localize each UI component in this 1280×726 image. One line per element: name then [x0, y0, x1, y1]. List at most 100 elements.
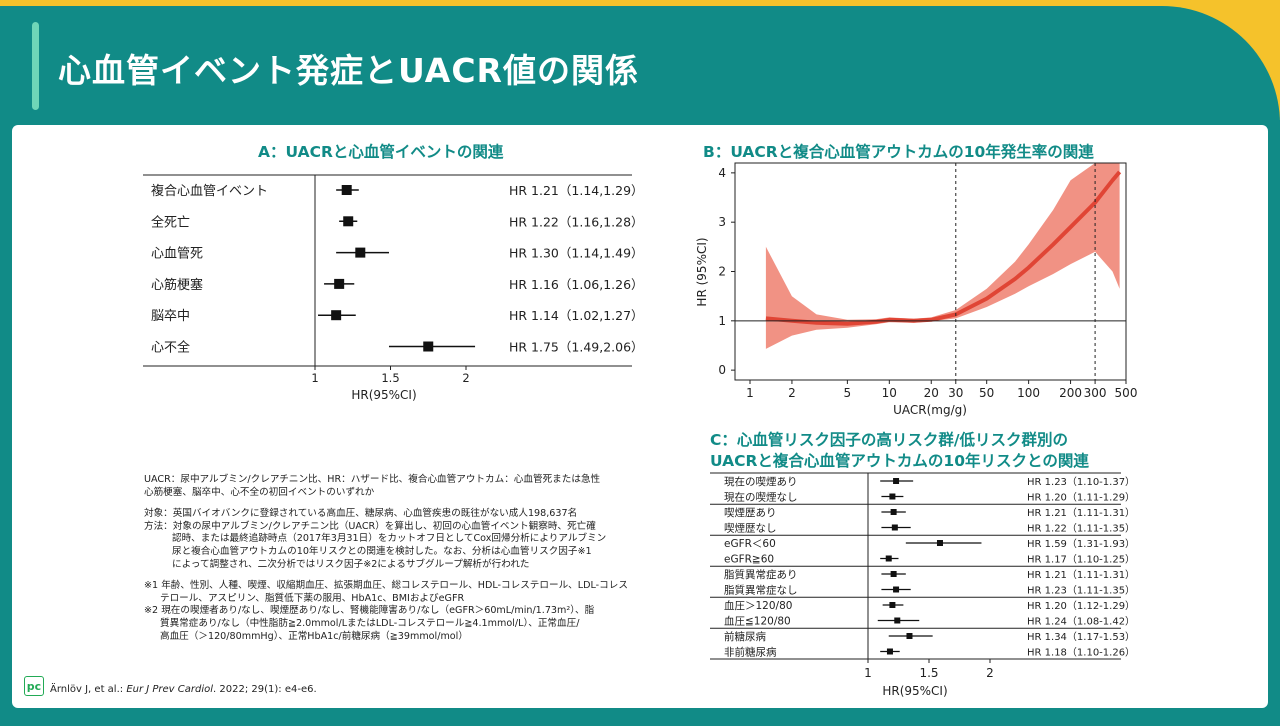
- hr-point: [890, 509, 897, 515]
- note-subject: 対象：英国バイオバンクに登録されている高血圧、糖尿病、心血管疾患の既往がない成人…: [144, 508, 578, 520]
- hr-point: [889, 493, 896, 500]
- row-label: 前糖尿病: [724, 630, 766, 643]
- hr-point: [893, 586, 900, 593]
- row-label: 脳卒中: [151, 309, 190, 324]
- hr-text: HR 1.24（1.08-1.42）: [1027, 616, 1135, 628]
- row-label: 血圧＞120/80: [724, 599, 792, 612]
- note-method-2: 認時、または最終追跡時点（2017年3月31日）をカットオフ日としてCox回帰分…: [172, 533, 607, 545]
- hr-text: HR 1.22（1.11-1.35）: [1027, 523, 1135, 535]
- x-tick-label: 500: [1115, 386, 1138, 400]
- note-abbrev-1: UACR：尿中アルブミン/クレアチニン比、HR：ハザード比、複合心血管アウトカム…: [144, 474, 601, 485]
- row-label: 喫煙歴あり: [724, 507, 777, 519]
- row-label: 心不全: [151, 340, 190, 356]
- x-axis-label: HR(95%CI): [882, 684, 947, 698]
- hr-text: HR 1.21（1.14,1.29）: [509, 183, 644, 198]
- hr-text: HR 1.17（1.10-1.25）: [1027, 554, 1135, 566]
- hr-text: HR 1.30（1.14,1.49）: [509, 246, 644, 261]
- hr-text: HR 1.18（1.10-1.26）: [1027, 647, 1135, 659]
- x-tick-label: 100: [1017, 386, 1040, 400]
- row-label: 複合心血管イベント: [151, 183, 268, 199]
- row-label: 心筋梗塞: [151, 277, 203, 293]
- hr-point: [893, 478, 900, 484]
- hr-point: [334, 278, 345, 289]
- y-tick-label: 2: [718, 265, 726, 279]
- note-footnote-1b: テロール、アスピリン、脂質低下薬の服用、HbA1c、BMIおよびeGFR: [160, 592, 465, 604]
- hr-text: HR 1.59（1.31-1.93）: [1027, 538, 1135, 550]
- row-label: 非前糖尿病: [724, 646, 777, 659]
- y-tick-label: 3: [718, 215, 726, 229]
- hr-point: [885, 555, 892, 562]
- reference-detail: . 2022; 29(1): e4-e6.: [213, 684, 317, 695]
- reference-authors: Ärnlöv J, et al.:: [50, 684, 127, 695]
- note-footnote-1a: ※1 年齢、性別、人種、喫煙、収縮期血圧、拡張期血圧、総コレステロール、HDL-…: [144, 580, 628, 592]
- x-tick-label: 300: [1084, 386, 1107, 400]
- hr-point: [331, 310, 342, 321]
- x-tick-label: 1: [864, 666, 872, 680]
- x-tick-label: 50: [979, 386, 994, 400]
- x-tick-label: 1.5: [919, 666, 938, 680]
- hr-point: [894, 617, 901, 624]
- hr-text: HR 1.20（1.11-1.29）: [1027, 492, 1135, 504]
- row-label: 全死亡: [151, 214, 190, 230]
- hr-point: [355, 247, 366, 258]
- x-axis-label: UACR(mg/g): [893, 403, 967, 417]
- x-tick-label: 2: [788, 386, 796, 400]
- hr-text: HR 1.20（1.12-1.29）: [1027, 600, 1135, 612]
- x-tick-label: 1: [746, 386, 754, 400]
- reference-journal: Eur J Prev Cardiol: [126, 684, 214, 695]
- y-tick-label: 1: [718, 314, 726, 328]
- y-axis-label: HR (95%CI): [695, 237, 709, 306]
- x-tick-label: 1.5: [381, 371, 399, 385]
- note-footnote-2c: 高血圧（＞120/80mmHg）、正常HbA1c/前糖尿病（≧39mmol/mo…: [160, 630, 468, 642]
- hr-text: HR 1.22（1.16,1.28）: [509, 214, 644, 229]
- note-abbrev-2: 心筋梗塞、脳卒中、心不全の初回イベントのいずれか: [144, 486, 375, 498]
- x-tick-label: 2: [462, 371, 469, 385]
- hr-text: HR 1.34（1.17-1.53）: [1027, 631, 1135, 643]
- hr-text: HR 1.21（1.11-1.31）: [1027, 569, 1135, 581]
- note-footnote-2b: 質異常症あり/なし（中性脂肪≧2.0mmol/LまたはLDL-コレステロール≧4…: [160, 617, 580, 629]
- row-label: eGFR＜60: [724, 538, 776, 550]
- row-label: 脂質異常症なし: [724, 584, 798, 597]
- x-axis-label: HR(95%CI): [351, 388, 416, 402]
- hr-point: [423, 341, 434, 352]
- hr-text: HR 1.23（1.10-1.37）: [1027, 476, 1135, 488]
- panel-c-title-line2: UACRと複合心血管アウトカムの10年リスクとの関連: [710, 452, 1089, 470]
- row-label: 心血管死: [151, 247, 203, 262]
- publisher-logo: pc: [24, 676, 44, 696]
- note-method-1: 方法：対象の尿中アルブミン/クレアチニン比（UACR）を算出し、初回の心血管イベ…: [144, 520, 596, 532]
- row-label: 脂質異常症あり: [724, 568, 798, 581]
- ci-band: [765, 163, 1120, 349]
- hr-point: [889, 602, 896, 608]
- panel-a-title: A：UACRと心血管イベントの関連: [258, 143, 504, 161]
- note-method-4: によって調整され、二次分析ではリスク因子※2によるサブグループ解析が行われた: [172, 558, 530, 570]
- x-tick-label: 1: [311, 371, 318, 385]
- y-tick-label: 0: [718, 363, 726, 377]
- hr-text: HR 1.75（1.49,2.06）: [509, 340, 644, 355]
- hr-point: [906, 633, 913, 639]
- y-tick-label: 4: [718, 166, 726, 180]
- title-accent-bar: [32, 22, 39, 110]
- hr-text: HR 1.14（1.02,1.27）: [509, 308, 644, 323]
- x-tick-label: 2: [986, 666, 994, 680]
- note-footnote-2a: ※2 現在の喫煙者あり/なし、喫煙歴あり/なし、腎機能障害あり/なし（eGFR＞…: [144, 605, 595, 617]
- row-label: 血圧≦120/80: [724, 615, 791, 628]
- x-tick-label: 20: [924, 386, 939, 400]
- hr-point: [936, 540, 943, 546]
- slide-title: 心血管イベント発症とUACR値の関係: [58, 51, 639, 90]
- row-label: 現在の喫煙なし: [724, 492, 798, 504]
- x-tick-label: 10: [882, 386, 897, 400]
- hr-text: HR 1.23（1.11-1.35）: [1027, 585, 1135, 597]
- hr-point: [341, 185, 352, 195]
- top-accent-bar: [0, 0, 1280, 6]
- panel-b-title: B：UACRと複合心血管アウトカムの10年発生率の関連: [703, 143, 1094, 161]
- notes-block: UACR：尿中アルブミン/クレアチニン比、HR：ハザード比、複合心血管アウトカム…: [144, 474, 704, 643]
- x-tick-label: 30: [948, 386, 963, 400]
- x-tick-label: 5: [844, 386, 852, 400]
- row-label: 現在の喫煙あり: [724, 476, 798, 488]
- x-tick-label: 200: [1059, 386, 1082, 400]
- hr-point: [890, 571, 897, 577]
- hr-text: HR 1.16（1.06,1.26）: [509, 277, 644, 292]
